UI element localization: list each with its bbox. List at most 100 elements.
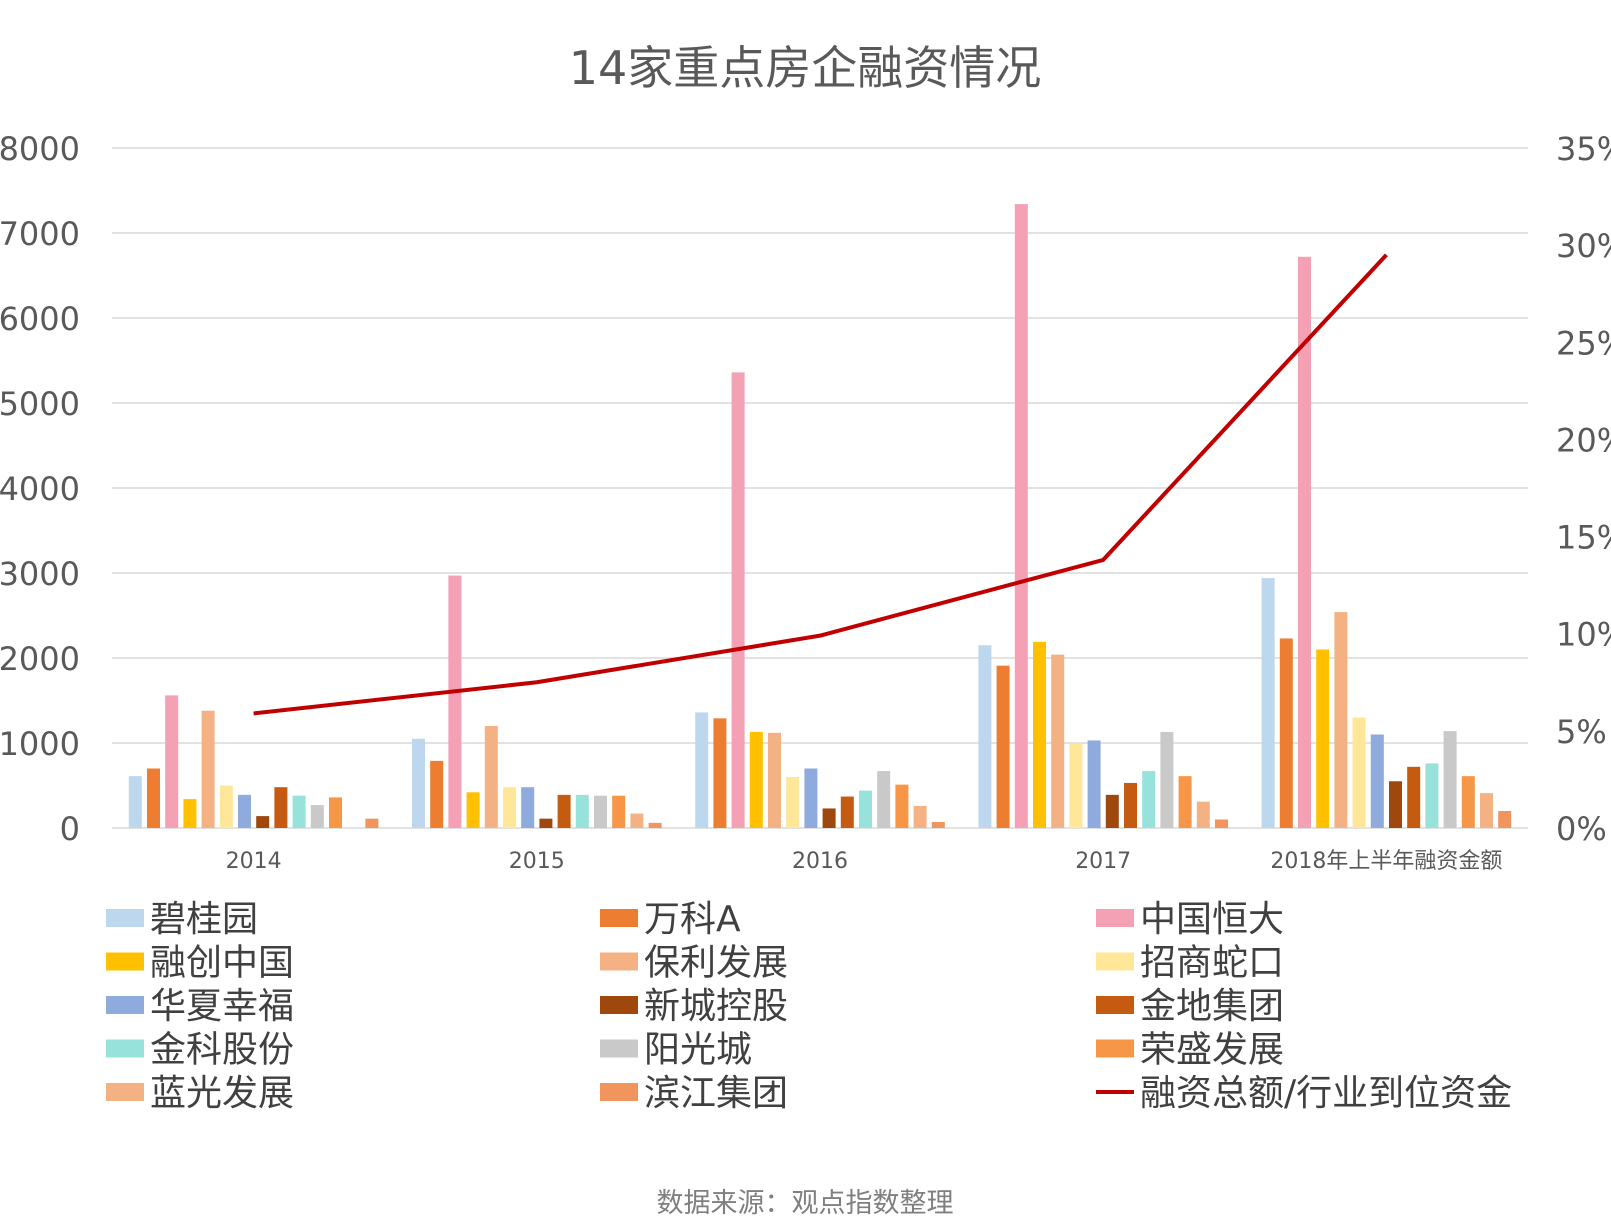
legend-swatch <box>600 909 638 927</box>
x-axis: 2014 2015 2016 2017 2018年上半年融资金额 <box>226 849 1503 874</box>
legend-label: 华夏幸福 <box>150 986 294 1027</box>
bar <box>503 787 516 828</box>
bar <box>1461 776 1475 828</box>
bar <box>238 794 251 828</box>
legend-swatch <box>1096 996 1134 1014</box>
bar <box>557 794 571 828</box>
y-tick-label: 7000 <box>0 215 80 253</box>
bar <box>630 813 644 828</box>
bar <box>1196 801 1210 828</box>
bar <box>1261 578 1275 828</box>
bar <box>822 808 836 828</box>
y2-tick-label: 25% <box>1556 324 1611 362</box>
legend-swatch <box>106 1083 144 1101</box>
legend-label: 万科A <box>644 899 741 940</box>
legend-label: 蓝光发展 <box>150 1073 294 1114</box>
bar <box>1160 731 1174 828</box>
y2-tick-label: 0% <box>1556 810 1607 848</box>
bar <box>895 784 909 828</box>
y-axis-right: 0% 5% 10% 15% 20% 25% 30% 35% <box>1556 130 1611 848</box>
bar <box>128 776 142 828</box>
bar <box>147 768 160 828</box>
bar <box>430 760 444 828</box>
y2-tick-label: 15% <box>1556 519 1611 557</box>
bar <box>1298 256 1311 828</box>
legend-label: 保利发展 <box>644 943 788 984</box>
bars <box>128 204 1512 829</box>
bar <box>1087 740 1101 828</box>
y2-tick-label: 30% <box>1556 227 1611 265</box>
legend-label: 融资总额/行业到位资金 <box>1140 1073 1512 1114</box>
bar <box>365 818 379 828</box>
bar <box>804 768 818 828</box>
bar <box>412 738 425 828</box>
bar <box>1215 819 1228 828</box>
legend-swatch <box>600 1039 638 1058</box>
bar <box>768 732 781 828</box>
legend-label: 新城控股 <box>644 986 788 1027</box>
bar <box>539 818 553 828</box>
bar <box>575 794 589 828</box>
bar <box>1498 811 1512 828</box>
legend-swatch <box>600 1083 638 1101</box>
bar <box>1352 717 1366 828</box>
y-tick-label: 6000 <box>0 300 80 338</box>
bar <box>484 726 498 828</box>
legend-label: 滨江集团 <box>644 1073 788 1114</box>
legend-swatch <box>600 996 638 1014</box>
bar <box>292 795 306 828</box>
bar <box>310 805 324 828</box>
bar <box>1142 771 1156 828</box>
source-note: 数据来源：观点指数整理 <box>657 1188 954 1219</box>
legend-swatch <box>1096 1039 1134 1058</box>
bar <box>165 695 179 828</box>
ratio-line <box>253 253 1388 716</box>
legend-swatch <box>106 952 144 971</box>
bar <box>1480 793 1493 828</box>
legend-swatch <box>1096 909 1134 927</box>
y2-tick-label: 20% <box>1556 421 1611 459</box>
bar <box>840 796 854 828</box>
y2-tick-label: 10% <box>1556 616 1611 654</box>
x-tick-label: 2014 <box>226 849 282 874</box>
bar <box>1334 612 1348 828</box>
y-tick-label: 1000 <box>0 725 80 763</box>
legend-label: 融创中国 <box>150 943 294 984</box>
bar <box>448 575 462 828</box>
bar <box>978 645 992 828</box>
bar <box>1370 734 1384 828</box>
bar <box>466 792 480 828</box>
legend-label: 中国恒大 <box>1140 899 1284 940</box>
bar <box>1069 743 1083 828</box>
y2-tick-label: 5% <box>1556 713 1607 751</box>
x-tick-label: 2016 <box>792 849 848 874</box>
ratio-line-path <box>253 253 1388 716</box>
bar <box>1033 641 1046 828</box>
bar <box>859 790 872 828</box>
bar <box>1389 781 1402 828</box>
y-tick-label: 8000 <box>0 130 80 168</box>
legend-swatch <box>106 1039 144 1058</box>
bar <box>731 372 745 828</box>
legend-label: 荣盛发展 <box>1140 1030 1284 1071</box>
legend-swatch <box>106 909 144 927</box>
bar <box>786 777 800 828</box>
legend-swatch <box>1096 952 1134 971</box>
legend-label: 阳光城 <box>644 1030 752 1071</box>
bar <box>1124 782 1137 828</box>
legend-label: 碧桂园 <box>150 899 258 940</box>
bar <box>913 805 927 828</box>
bar <box>612 795 626 828</box>
bar <box>183 799 197 828</box>
bar <box>256 816 270 828</box>
bar <box>996 665 1010 828</box>
bar <box>713 718 727 828</box>
legend-label: 金地集团 <box>1140 986 1284 1027</box>
bar <box>877 771 891 828</box>
bar <box>1279 638 1293 828</box>
bar <box>749 731 763 828</box>
chart-title: 14家重点房企融资情况 <box>569 41 1042 95</box>
bar <box>329 797 342 828</box>
bar <box>274 787 288 828</box>
